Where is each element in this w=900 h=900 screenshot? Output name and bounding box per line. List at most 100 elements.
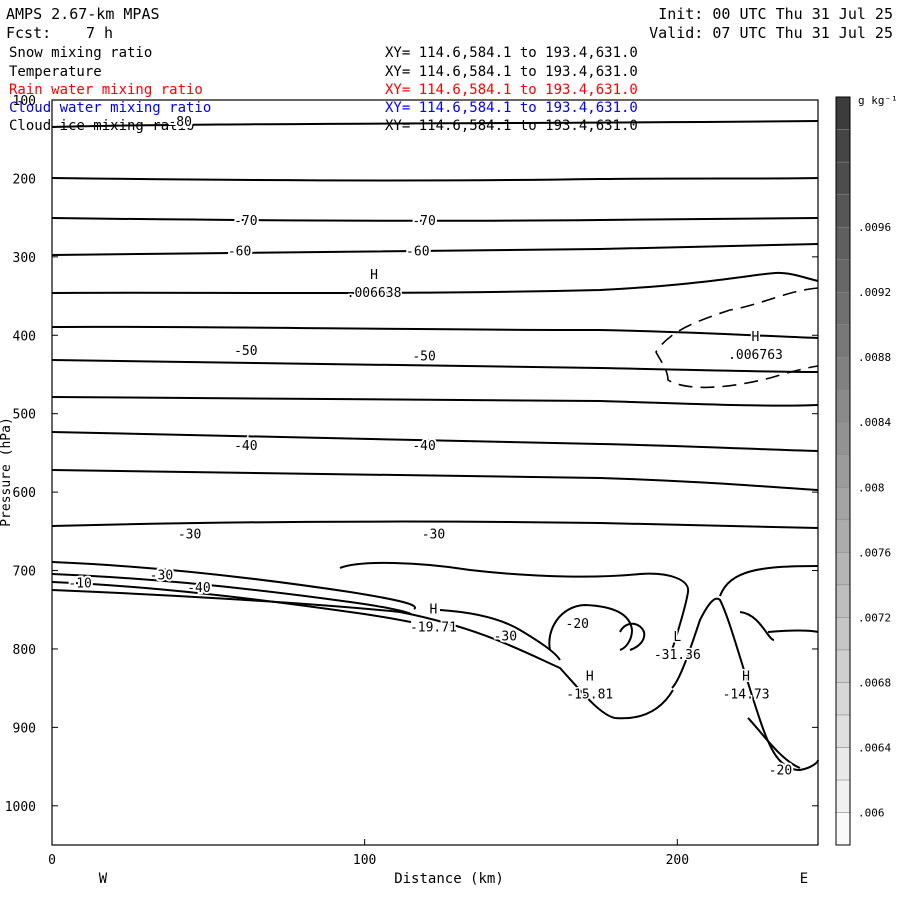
- extremum-kind: L: [673, 630, 681, 645]
- colorbar-tick-label: .008: [858, 481, 885, 494]
- isotherm-line: [51, 243, 819, 256]
- field-xy-temperature: XY= 114.6,584.1 to 193.4,631.0: [385, 64, 638, 80]
- isotherm-line: [767, 629, 819, 633]
- colorbar-cell: [835, 552, 851, 586]
- colorbar-cell: [835, 747, 851, 781]
- x-tick-label: 200: [666, 853, 689, 868]
- colorbar-cell: [835, 324, 851, 358]
- isotherm-line: [51, 520, 819, 529]
- isotherm-line: [51, 177, 819, 182]
- isotherm-line: [51, 271, 819, 294]
- isotherm-label: -40: [412, 439, 435, 454]
- plot-frame: [51, 99, 819, 846]
- isotherm-line: [51, 589, 674, 720]
- colorbar-unit: g kg⁻¹: [858, 94, 898, 107]
- field-xy-snow: XY= 114.6,584.1 to 193.4,631.0: [385, 45, 638, 61]
- extremum-kind: H: [752, 330, 760, 345]
- isotherm-label: -50: [412, 350, 435, 365]
- colorbar-tick-label: .0076: [858, 546, 891, 559]
- y-tick-label: 200: [13, 172, 36, 187]
- colorbar-cell: [835, 454, 851, 488]
- y-tick-label: 300: [13, 251, 36, 266]
- colorbar-tick-label: .0092: [858, 286, 891, 299]
- isotherm-label: -60: [406, 245, 429, 260]
- extremum-value: .006638: [347, 286, 402, 301]
- colorbar-cell: [835, 519, 851, 553]
- colorbar-cell: [835, 291, 851, 325]
- isotherm-label: -40: [234, 439, 257, 454]
- isotherm-label: -30: [178, 528, 201, 543]
- extremum-kind: H: [586, 669, 594, 684]
- isotherm-contours: [51, 120, 819, 772]
- isotherm-line: [51, 325, 819, 339]
- colorbar-tick-label: .0088: [858, 351, 891, 364]
- x-tick-label: 0: [48, 853, 56, 868]
- valid-time: Valid: 07 UTC Thu 31 Jul 25: [649, 24, 893, 42]
- isotherm-label: -10: [68, 576, 91, 591]
- colorbar-cell: [835, 389, 851, 423]
- colorbar-cell: [835, 129, 851, 163]
- x-axis-label: Distance (km): [394, 871, 504, 887]
- y-tick-label: 600: [13, 486, 36, 501]
- isotherm-line: [51, 431, 819, 452]
- y-tick-label: 400: [13, 329, 36, 344]
- colorbar-cell: [835, 487, 851, 521]
- model-title: AMPS 2.67-km MPAS: [6, 5, 160, 23]
- isotherm-line: [51, 561, 417, 610]
- colorbar-tick-label: .0096: [858, 221, 891, 234]
- colorbar-cell: [835, 356, 851, 390]
- y-tick-label: 900: [13, 721, 36, 736]
- isotherm-line: [747, 717, 801, 769]
- isotherm-label: -80: [168, 115, 191, 130]
- isotherm-label: -70: [234, 214, 257, 229]
- isotherm-label: -40: [187, 581, 210, 596]
- extremum-kind: H: [742, 669, 750, 684]
- isotherm-line: [439, 609, 561, 661]
- snow-mixing-ratio-contour: [655, 287, 819, 389]
- east-label: E: [800, 871, 808, 887]
- colorbar-cell: [835, 682, 851, 716]
- colorbar-tick-label: .0084: [858, 416, 891, 429]
- colorbar-cell: [835, 584, 851, 618]
- isotherm-label: -60: [228, 245, 251, 260]
- isotherm-label: -30: [494, 630, 517, 645]
- isotherm-line: [671, 597, 819, 772]
- isotherm-line: [619, 622, 646, 651]
- colorbar-tick-label: .0068: [858, 676, 891, 689]
- west-label: W: [99, 871, 108, 887]
- isotherm-line: [739, 611, 775, 641]
- field-name-cloud-water: Cloud water mixing ratio: [9, 100, 211, 116]
- isotherm-line: [339, 561, 690, 651]
- field-legend: Snow mixing ratio XY= 114.6,584.1 to 193…: [9, 45, 638, 134]
- isotherm-label: -70: [412, 214, 435, 229]
- y-tick-label: 1000: [5, 800, 36, 815]
- colorbar: .006 .0064 .0068 .0072 .0076 .008 .0084 .0088 .0…: [835, 94, 898, 846]
- forecast-hours: 7 h: [86, 24, 113, 42]
- isotherm-line: [51, 469, 819, 491]
- colorbar-cell: [835, 96, 851, 130]
- colorbar-cell: [835, 161, 851, 195]
- colorbar-cell: [835, 714, 851, 748]
- isotherm-label: -50: [234, 344, 257, 359]
- isotherm-label: -30: [150, 568, 173, 583]
- colorbar-tick-label: .006: [858, 806, 885, 819]
- extremum-value: -14.73: [723, 687, 770, 702]
- isotherm-label: -30: [422, 528, 445, 543]
- init-time: Init: 00 UTC Thu 31 Jul 25: [658, 5, 893, 23]
- colorbar-cell: [835, 421, 851, 455]
- colorbar-tick-label: .0064: [858, 741, 891, 754]
- y-axis: 100 200 300 400 500 600 700 800 900 1000: [5, 94, 818, 815]
- extremum-kind: H: [430, 603, 438, 618]
- isotherm-line: [548, 603, 634, 651]
- colorbar-cell: [835, 617, 851, 651]
- extremum-value: .006763: [728, 348, 783, 363]
- extremum-kind: H: [370, 268, 378, 283]
- extremum-value: -15.81: [566, 687, 613, 702]
- colorbar-cell: [835, 812, 851, 846]
- colorbar-cell: [835, 649, 851, 683]
- forecast-label: Fcst:: [6, 24, 51, 42]
- y-tick-label: 500: [13, 408, 36, 423]
- field-xy-cloud-ice: XY= 114.6,584.1 to 193.4,631.0: [385, 118, 638, 134]
- y-tick-label: 800: [13, 643, 36, 658]
